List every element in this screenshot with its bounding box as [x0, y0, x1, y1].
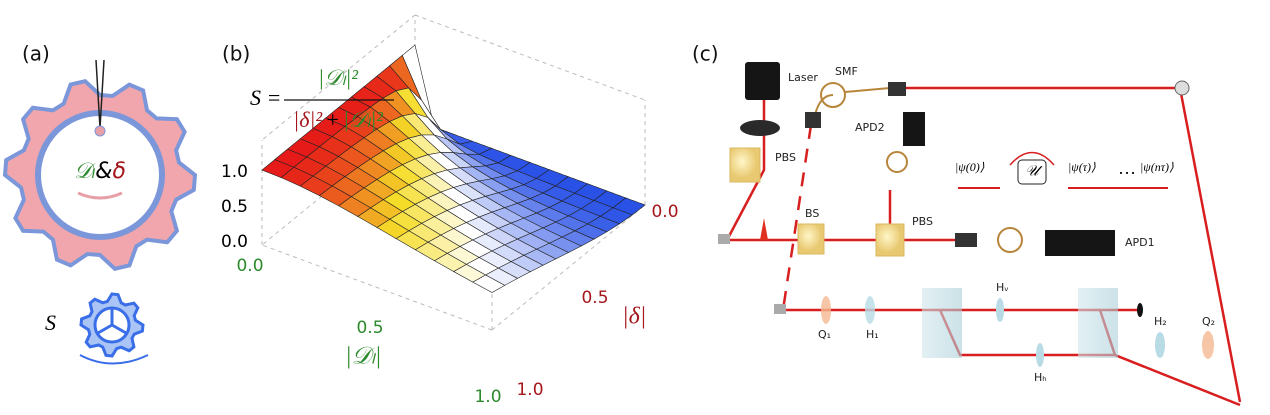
apd1-label: APD1 [1125, 236, 1155, 249]
gear-hub [35, 110, 165, 240]
gear-text: 𝒟ₗ&δ [74, 159, 126, 184]
delta-axis-label: |δ| [622, 304, 646, 330]
collimator [805, 112, 821, 128]
panel-label: (c) [692, 42, 719, 66]
arc [77, 191, 123, 200]
beam-bottom [783, 308, 1241, 407]
delta-tick-label: 1.0 [516, 380, 543, 400]
waveplate [996, 298, 1004, 322]
unitary: 𝒰 [1025, 163, 1043, 179]
d-tick-label: 0.5 [356, 318, 383, 338]
dial-spokes [97, 309, 127, 335]
surface-cell [472, 274, 506, 293]
fiber [814, 87, 891, 116]
delta-ticks: 0.0 0.5 1.0 [516, 202, 678, 400]
displacer [922, 288, 962, 358]
z-ticks: 1.0 0.5 0.0 [221, 162, 248, 252]
s-label: S [45, 310, 56, 335]
panel-label: (b) [222, 42, 250, 66]
displacer [1078, 288, 1118, 358]
mirror [1174, 80, 1190, 96]
q1-label: Q₁ [818, 328, 831, 341]
d-tick-label: 1.0 [474, 387, 501, 407]
psi-ntau: |ψ(nτ)⟩ [1140, 160, 1174, 174]
unitary-box [1017, 159, 1047, 185]
mirror [718, 234, 730, 244]
bs-cube [797, 223, 825, 255]
d-tick-label: 0.0 [236, 256, 263, 276]
apd2-box [903, 112, 925, 146]
waveplate [865, 296, 875, 324]
ampersand: & [95, 159, 112, 184]
bs-label: BS [805, 207, 819, 220]
hv-label: Hᵥ [996, 281, 1009, 294]
waveplate [821, 296, 831, 324]
collimator [888, 82, 906, 96]
laser-label: Laser [788, 71, 818, 84]
beam-block [1137, 303, 1143, 317]
z-tick-label: 0.0 [221, 232, 248, 252]
dots: … [1118, 158, 1136, 178]
den-d: |𝒟ₗ|² [343, 107, 383, 132]
smf-label: SMF [835, 65, 858, 78]
den-delta: |δ|² [293, 107, 322, 132]
waveplate [1202, 331, 1214, 359]
z-tick-label: 1.0 [221, 162, 248, 182]
panel-label: (a) [22, 42, 50, 66]
delta-symbol: δ [112, 159, 125, 184]
formula-numerator: |𝒟ₗ|² [318, 65, 358, 90]
fiber-coil [820, 82, 846, 108]
delta-tick-label: 0.0 [651, 202, 678, 222]
psi0: |ψ(0)⟩ [955, 160, 985, 174]
pbs-label: PBS [775, 151, 796, 164]
q2-label: Q₂ [1202, 315, 1215, 328]
pbs-label: PBS [912, 215, 933, 228]
pbs-cube [875, 223, 905, 257]
rotation-arrow [79, 354, 149, 365]
iris [740, 120, 780, 136]
h1-label: H₁ [866, 328, 879, 341]
loop-arrow [1009, 151, 1055, 166]
fiber-coil [886, 151, 908, 173]
laser-box [745, 62, 780, 100]
needle [95, 59, 101, 129]
box-edge [414, 14, 646, 101]
hh-label: Hₕ [1034, 371, 1047, 384]
h2-label: H₂ [1154, 315, 1167, 328]
delta-tick-label: 0.5 [581, 288, 608, 308]
mirror [774, 304, 786, 314]
evolution: |ψ(0)⟩ 𝒰 |ψ(τ)⟩ … |ψ(nτ)⟩ [955, 151, 1174, 189]
formula-denominator: |δ|² + |𝒟ₗ|² [293, 107, 383, 132]
den-plus: + [325, 107, 340, 132]
psi-tau: |ψ(τ)⟩ [1068, 160, 1096, 174]
pbs-cube [729, 147, 761, 183]
box-edge [491, 204, 646, 331]
pivot [94, 125, 106, 137]
surface [261, 44, 646, 293]
apd2-label: APD2 [855, 121, 885, 134]
d-symbol: 𝒟ₗ [74, 159, 96, 184]
z-tick-label: 0.5 [221, 197, 248, 217]
coupler [955, 233, 977, 247]
fiber-coil [997, 227, 1023, 253]
formula-lhs: S = [250, 85, 281, 110]
d-ticks: 0.0 0.5 1.0 [236, 256, 501, 407]
waveplate [1155, 332, 1165, 358]
waveplate [1036, 343, 1044, 367]
needle [99, 59, 105, 129]
d-axis-label: |𝒟ₗ| [345, 344, 381, 370]
beam-dashed [781, 124, 813, 311]
box-edge [261, 244, 493, 331]
formula: S = |𝒟ₗ|² |δ|² + |𝒟ₗ|² [250, 65, 394, 132]
apd1-box [1045, 230, 1115, 256]
box-edge [261, 14, 416, 141]
pulse [760, 218, 768, 240]
